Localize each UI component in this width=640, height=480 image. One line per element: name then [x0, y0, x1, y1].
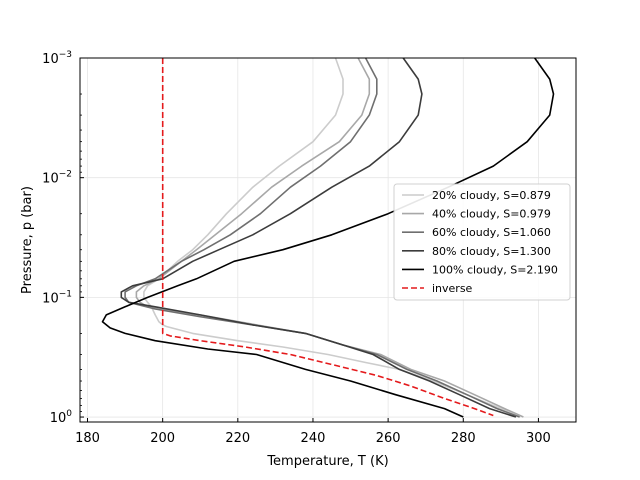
- series-line-1: [135, 57, 524, 418]
- x-tick-label: 260: [376, 431, 401, 446]
- y-tick-label: 10−2: [42, 170, 72, 187]
- legend-entry: 80% cloudy, S=1.300: [432, 245, 551, 258]
- y-tick-label: 100: [50, 409, 73, 426]
- legend-entry: 100% cloudy, S=2.190: [432, 263, 558, 276]
- legend-entry: 60% cloudy, S=1.060: [432, 226, 551, 239]
- series-line-4: [101, 57, 555, 418]
- series-line-3: [120, 57, 517, 418]
- series-line-0: [143, 57, 520, 418]
- x-axis-label: Temperature, T (K): [266, 454, 388, 469]
- y-tick-label: 10−1: [42, 289, 72, 306]
- legend-entry: 40% cloudy, S=0.979: [432, 208, 551, 221]
- x-tick-label: 180: [75, 431, 100, 446]
- legend-box: [393, 183, 571, 301]
- x-tick-label: 300: [526, 431, 551, 446]
- legend-entry: inverse: [432, 282, 473, 295]
- x-axis: 180 200 220 240 260 280 300: [75, 418, 551, 446]
- y-axis: 10−3 10−2 10−1 100: [42, 50, 84, 426]
- plot-frame: [79, 57, 577, 423]
- y-axis-label: Pressure, p (bar): [20, 186, 35, 294]
- y-tick-label: 10−3: [42, 50, 72, 67]
- legend-entry: 20% cloudy, S=0.879: [432, 189, 551, 202]
- x-tick-label: 280: [451, 431, 476, 446]
- series-line-2: [124, 57, 520, 418]
- series-line-5: [161, 58, 494, 417]
- x-tick-label: 200: [150, 431, 175, 446]
- x-tick-label: 240: [301, 431, 326, 446]
- legend: 20% cloudy, S=0.879 40% cloudy, S=0.979 60…: [393, 183, 571, 301]
- x-tick-label: 220: [225, 431, 250, 446]
- series-layer: [101, 57, 555, 418]
